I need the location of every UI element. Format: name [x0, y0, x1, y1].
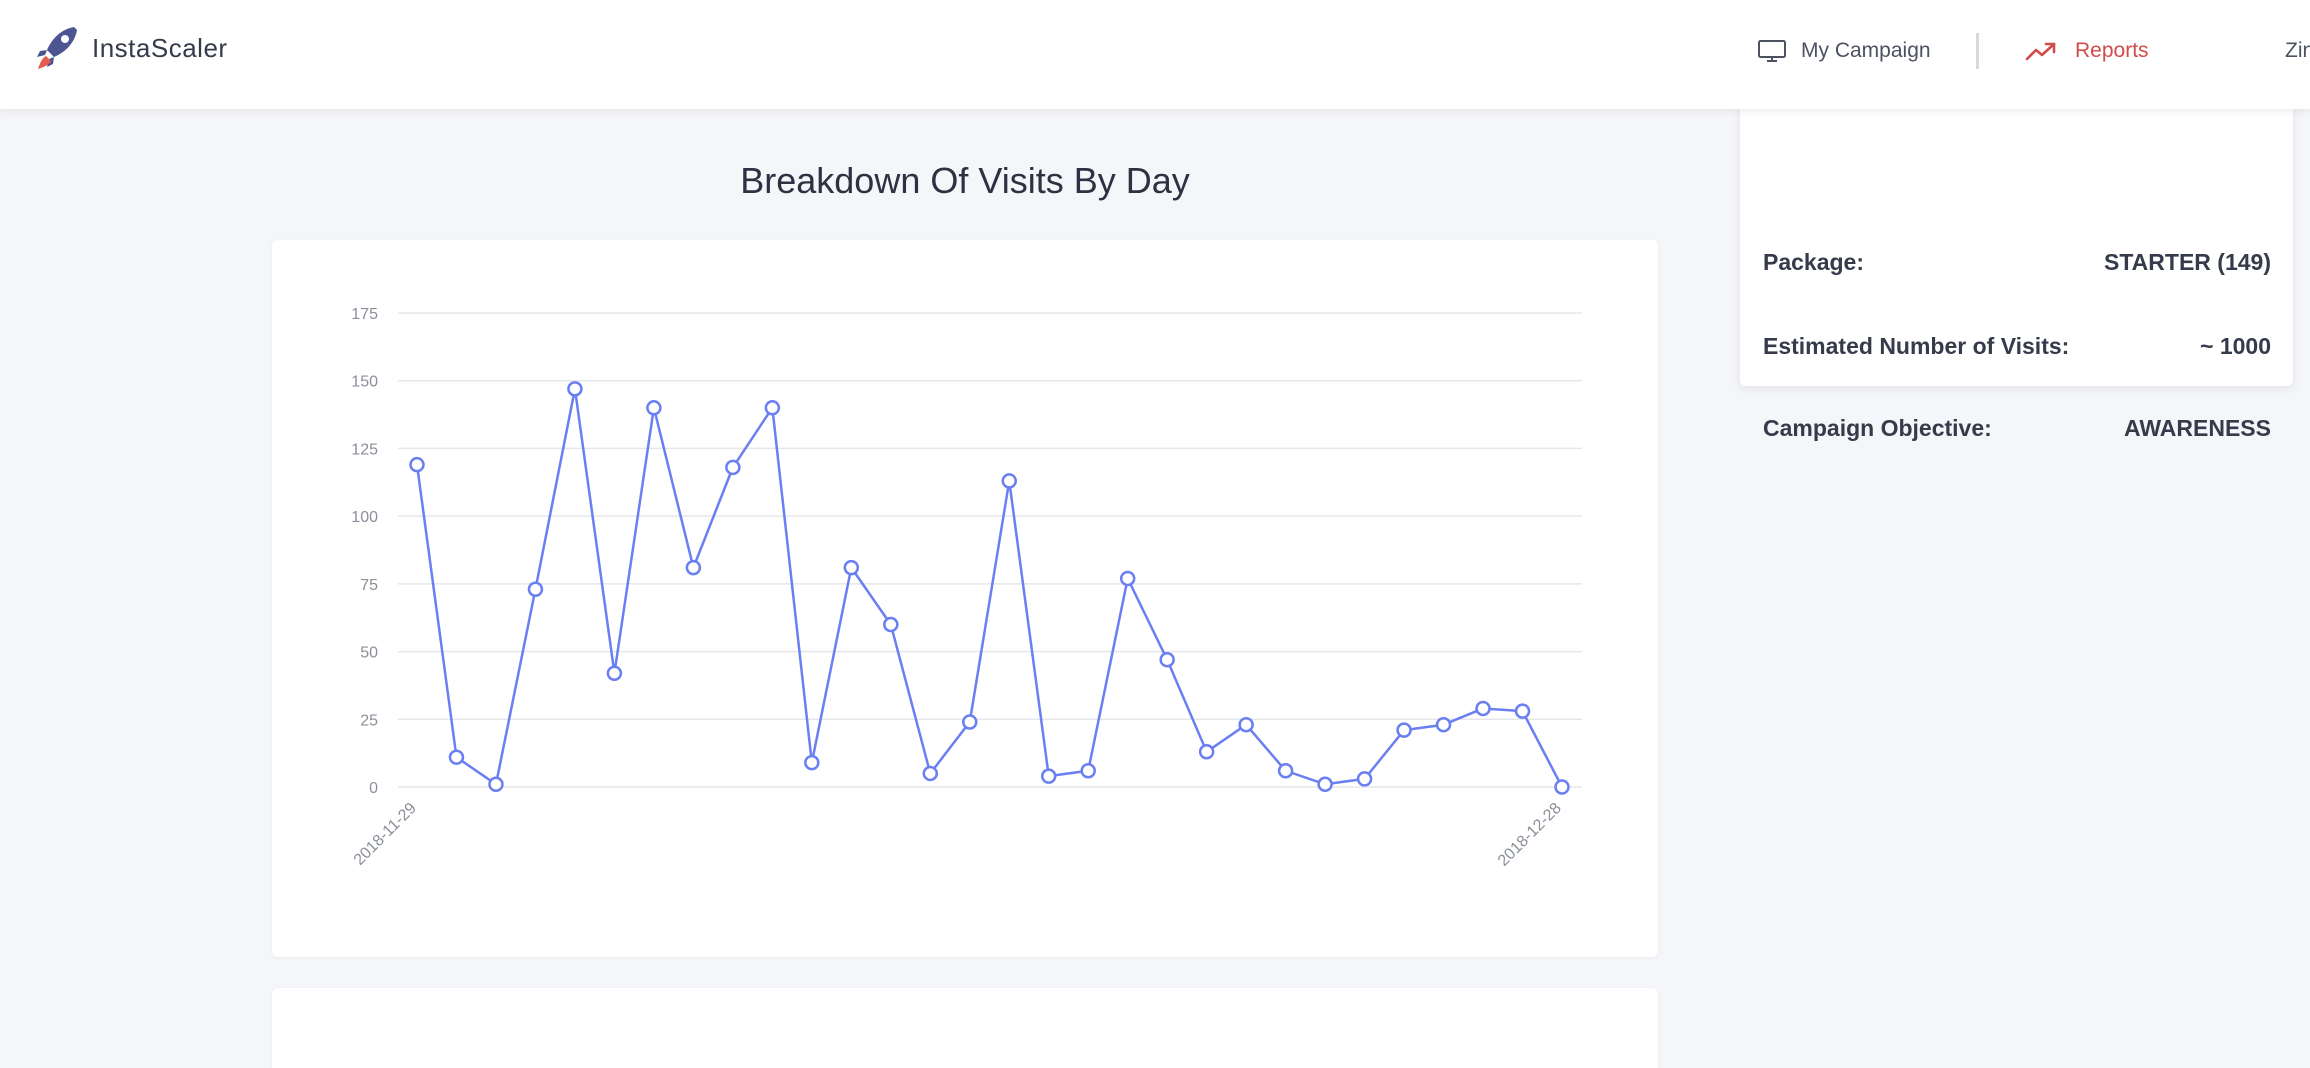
data-point[interactable]	[409, 456, 425, 473]
data-point[interactable]	[843, 559, 860, 576]
data-point[interactable]	[1238, 716, 1254, 733]
data-point[interactable]	[962, 714, 978, 730]
data-point[interactable]	[922, 765, 939, 782]
data-point[interactable]	[764, 400, 781, 416]
rocket-icon	[37, 27, 77, 69]
data-point[interactable]	[1435, 716, 1452, 733]
y-tick-label: 175	[351, 306, 378, 323]
package-row: Package: STARTER (149)	[1763, 242, 2271, 282]
y-tick-label: 100	[351, 509, 378, 526]
data-point[interactable]	[883, 616, 899, 633]
nav-reports[interactable]: Reports	[2025, 0, 2149, 101]
trending-up-icon	[2025, 42, 2056, 60]
visits-row: Estimated Number of Visits: ~ 1000	[1763, 326, 2271, 366]
nav-user-label: Zin	[2285, 38, 2310, 62]
chart-title: Breakdown Of Visits By Day	[740, 160, 1190, 201]
y-tick-label: 50	[360, 645, 378, 662]
objective-row: Campaign Objective: AWARENESS	[1763, 408, 2271, 448]
nav-my-campaign[interactable]: My Campaign	[1757, 0, 1931, 101]
data-point[interactable]	[725, 459, 741, 476]
visits-line-chart: 0 25 50 75 100 125 150 175 2018-11-29 2018-12-28	[351, 306, 1582, 870]
nav-reports-label: Reports	[2075, 38, 2149, 62]
y-tick-label: 125	[351, 441, 378, 458]
brand-logo[interactable]: InstaScaler	[34, 24, 228, 72]
x-tick-label: 2018-12-28	[1495, 800, 1565, 870]
nav-divider	[1976, 33, 1979, 69]
top-navbar: InstaScaler My Campaign Reports Zin	[0, 0, 2310, 109]
y-tick-label: 150	[351, 374, 378, 391]
data-point[interactable]	[1554, 779, 1570, 795]
y-tick-label: 25	[360, 712, 378, 729]
data-point[interactable]	[1198, 744, 1215, 760]
data-point[interactable]	[1080, 762, 1096, 779]
data-point[interactable]	[1356, 771, 1373, 787]
data-point[interactable]	[1277, 762, 1294, 779]
visits-label: Estimated Number of Visits:	[1763, 332, 2070, 359]
data-point[interactable]	[1159, 651, 1175, 668]
nav-user-menu[interactable]: Zin	[2285, 0, 2310, 101]
x-tick-label: 2018-11-29	[351, 800, 420, 869]
package-label: Package:	[1763, 248, 1865, 275]
data-point[interactable]	[1317, 776, 1333, 793]
data-point[interactable]	[1001, 473, 1017, 489]
data-point[interactable]	[1119, 570, 1136, 587]
visits-value: ~ 1000	[2200, 332, 2271, 359]
objective-value: AWARENESS	[2124, 414, 2271, 441]
data-point[interactable]	[1396, 722, 1412, 738]
data-point[interactable]	[646, 400, 662, 416]
visits-chart-card: 0 25 50 75 100 125 150 175 2018-11-29 2018-12-28	[272, 240, 1658, 957]
data-point[interactable]	[448, 749, 465, 765]
nav-my-campaign-label: My Campaign	[1801, 38, 1931, 62]
data-point[interactable]	[804, 754, 820, 771]
secondary-card	[272, 988, 1658, 1068]
data-point[interactable]	[1040, 768, 1057, 784]
y-tick-label: 0	[369, 780, 378, 797]
data-point[interactable]	[488, 776, 504, 793]
data-point[interactable]	[1475, 700, 1491, 717]
series-line	[415, 387, 1564, 788]
data-point[interactable]	[1514, 703, 1531, 719]
data-point[interactable]	[527, 581, 544, 598]
data-point[interactable]	[567, 381, 583, 397]
brand-name: InstaScaler	[92, 32, 228, 63]
monitor-icon	[1758, 39, 1786, 62]
objective-label: Campaign Objective:	[1763, 414, 1992, 441]
y-tick-label: 75	[360, 577, 378, 594]
campaign-info-card: Package: STARTER (149) Estimated Number …	[1740, 104, 2293, 441]
package-value: STARTER (149)	[2104, 248, 2271, 275]
data-point[interactable]	[606, 665, 623, 681]
data-point[interactable]	[685, 559, 702, 576]
